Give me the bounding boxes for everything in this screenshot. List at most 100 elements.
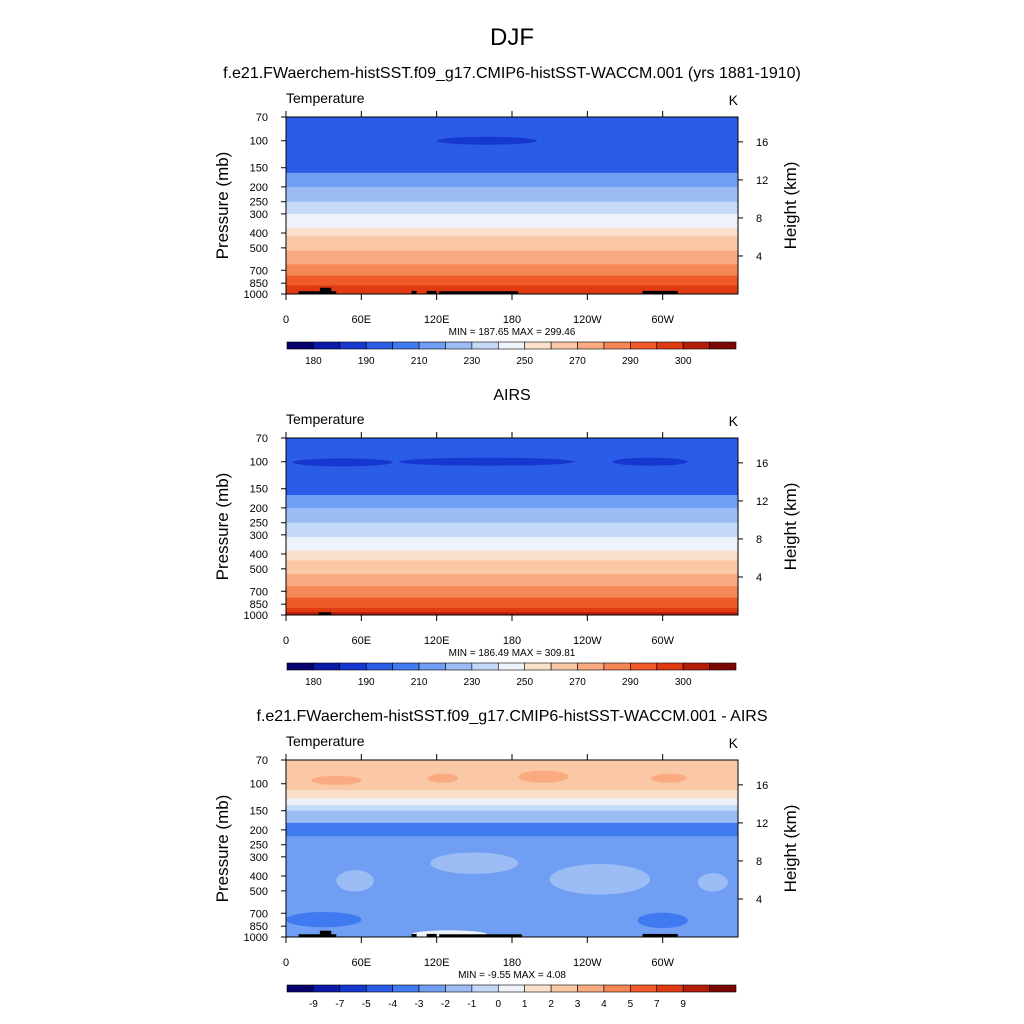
colorbar-swatch bbox=[656, 984, 684, 993]
colorbar-swatch bbox=[630, 984, 658, 993]
land-mask bbox=[439, 291, 519, 294]
colorbar-label: 3 bbox=[575, 999, 581, 1010]
colorbar-swatch bbox=[709, 984, 737, 993]
contour-band bbox=[286, 250, 738, 265]
contour-feature bbox=[637, 912, 688, 929]
colorbar-swatch bbox=[524, 662, 552, 671]
contour-band bbox=[286, 560, 738, 575]
colorbar-swatch bbox=[550, 341, 578, 350]
panel-1: f.e21.FWaerchem-histSST.f09_g17.CMIP6-hi… bbox=[213, 65, 801, 367]
colorbar-swatch bbox=[656, 662, 684, 671]
colorbar-swatch bbox=[365, 984, 393, 993]
colorbar-swatch bbox=[313, 984, 341, 993]
colorbar-label: 230 bbox=[464, 677, 481, 688]
contour-band bbox=[286, 798, 738, 806]
contour-feature bbox=[311, 775, 362, 785]
contour-feature bbox=[399, 457, 575, 466]
y-tick-label: 700 bbox=[250, 265, 268, 277]
colorbar-swatch bbox=[339, 662, 367, 671]
land-mask bbox=[642, 933, 678, 937]
colorbar-swatch bbox=[313, 662, 341, 671]
min-max-stats: MIN = 187.65 MAX = 299.46 bbox=[449, 327, 576, 338]
contour-feature bbox=[292, 458, 393, 467]
contour-band bbox=[286, 607, 738, 613]
y-tick-label: 700 bbox=[250, 908, 268, 920]
contour-feature bbox=[336, 870, 374, 892]
contour-band bbox=[286, 236, 738, 251]
contour-band bbox=[286, 810, 738, 824]
y-tick-label: 400 bbox=[250, 228, 268, 240]
colorbar-swatch bbox=[445, 341, 473, 350]
panel-left-label: Temperature bbox=[286, 733, 365, 749]
y-tick-label: 300 bbox=[250, 530, 268, 542]
y-tick-label: 300 bbox=[250, 852, 268, 864]
panel-title: f.e21.FWaerchem-histSST.f09_g17.CMIP6-hi… bbox=[257, 708, 768, 725]
colorbar-swatch bbox=[313, 341, 341, 350]
y-tick-label: 100 bbox=[250, 779, 268, 791]
colorbar-swatch bbox=[339, 984, 367, 993]
colorbar-swatch bbox=[577, 984, 605, 993]
panel-left-label: Temperature bbox=[286, 90, 365, 106]
colorbar-label: 210 bbox=[411, 356, 428, 367]
x-tick-label: 120E bbox=[424, 957, 450, 969]
colorbar-swatch bbox=[603, 341, 631, 350]
colorbar-swatch bbox=[392, 662, 420, 671]
plot-area bbox=[286, 438, 738, 615]
panel-3: f.e21.FWaerchem-histSST.f09_g17.CMIP6-hi… bbox=[213, 708, 800, 1010]
colorbar-label: 250 bbox=[516, 677, 533, 688]
colorbar-label: 290 bbox=[622, 677, 639, 688]
y-tick-label: 700 bbox=[250, 586, 268, 598]
x-tick-label: 60E bbox=[352, 314, 372, 326]
colorbar-swatch bbox=[471, 984, 499, 993]
colorbar-swatch bbox=[577, 662, 605, 671]
y-tick-label: 150 bbox=[250, 806, 268, 818]
height-tick-label: 16 bbox=[756, 780, 768, 792]
colorbar-swatch bbox=[445, 662, 473, 671]
min-max-stats: MIN = 186.49 MAX = 309.81 bbox=[449, 648, 576, 659]
panel-title: AIRS bbox=[493, 387, 530, 404]
contour-band bbox=[286, 805, 738, 812]
x-tick-label: 60E bbox=[352, 957, 372, 969]
colorbar-swatch bbox=[418, 984, 446, 993]
min-max-stats: MIN = -9.55 MAX = 4.08 bbox=[458, 970, 566, 981]
colorbar-label: -7 bbox=[335, 999, 344, 1010]
y-tick-label: 70 bbox=[256, 433, 268, 445]
panel-units-label: K bbox=[729, 92, 739, 108]
contour-band bbox=[286, 586, 738, 599]
land-mask bbox=[319, 287, 332, 294]
height-tick-label: 16 bbox=[756, 458, 768, 470]
colorbar-swatch bbox=[445, 984, 473, 993]
x-tick-label: 0 bbox=[283, 314, 289, 326]
colorbar-swatch bbox=[471, 662, 499, 671]
colorbar-swatch bbox=[682, 984, 710, 993]
colorbar-label: 250 bbox=[516, 356, 533, 367]
contour-band bbox=[286, 227, 738, 237]
plot-area bbox=[286, 117, 738, 294]
x-tick-label: 180 bbox=[503, 314, 521, 326]
panel-left-label: Temperature bbox=[286, 411, 365, 427]
x-tick-label: 120E bbox=[424, 314, 450, 326]
height-tick-label: 12 bbox=[756, 818, 768, 830]
colorbar-swatch bbox=[497, 662, 526, 671]
colorbar-swatch bbox=[471, 341, 499, 350]
y-tick-label: 1000 bbox=[244, 289, 268, 301]
y-axis-title: Pressure (mb) bbox=[213, 795, 232, 903]
land-mask bbox=[439, 934, 523, 937]
contour-feature bbox=[427, 773, 459, 783]
contour-band bbox=[286, 186, 738, 203]
height-tick-label: 4 bbox=[756, 572, 762, 584]
colorbar-label: 230 bbox=[464, 356, 481, 367]
contour-band bbox=[286, 507, 738, 524]
y-tick-label: 1000 bbox=[244, 610, 268, 622]
height-tick-label: 4 bbox=[756, 251, 762, 263]
contour-band bbox=[286, 438, 738, 496]
colorbar-swatch bbox=[524, 341, 552, 350]
height-tick-label: 12 bbox=[756, 496, 768, 508]
x-tick-label: 180 bbox=[503, 957, 521, 969]
height-tick-label: 12 bbox=[756, 175, 768, 187]
colorbar-swatch bbox=[286, 341, 314, 350]
colorbar-label: 270 bbox=[569, 677, 586, 688]
colorbar-swatch bbox=[656, 341, 684, 350]
colorbar-swatch bbox=[339, 341, 367, 350]
land-mask bbox=[298, 291, 337, 294]
